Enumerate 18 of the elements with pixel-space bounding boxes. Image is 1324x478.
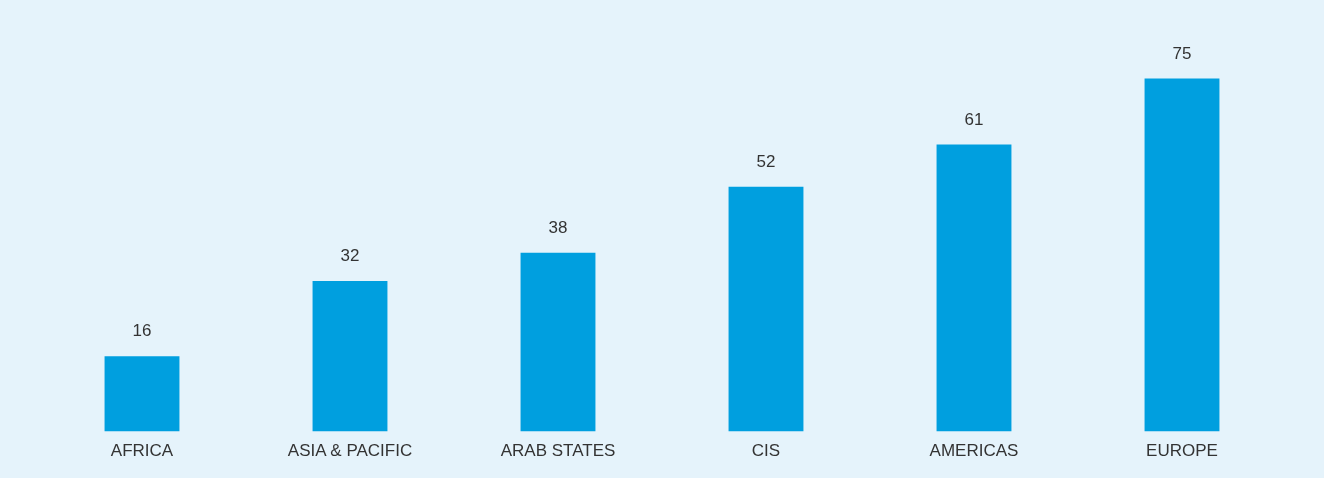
bar <box>312 280 388 432</box>
x-tick-label: AMERICAS <box>929 441 1019 461</box>
data-label: 16 <box>132 321 152 341</box>
bar <box>520 252 596 432</box>
bar <box>936 144 1012 432</box>
data-label: 38 <box>548 217 568 237</box>
data-label: 32 <box>340 246 360 266</box>
x-tick-label: CIS <box>751 441 781 461</box>
data-label: 52 <box>756 152 776 171</box>
x-tick-label: EUROPE <box>1146 441 1218 461</box>
bar <box>1144 78 1220 432</box>
data-label: 61 <box>964 109 984 129</box>
x-tick-label: ASIA & PACIFIC <box>287 441 413 461</box>
x-tick-label: AFRICA <box>110 441 174 461</box>
bar <box>728 186 804 432</box>
data-label: 75 <box>1172 43 1192 63</box>
bar <box>104 356 180 432</box>
x-tick-label: ARAB STATES <box>500 441 616 461</box>
